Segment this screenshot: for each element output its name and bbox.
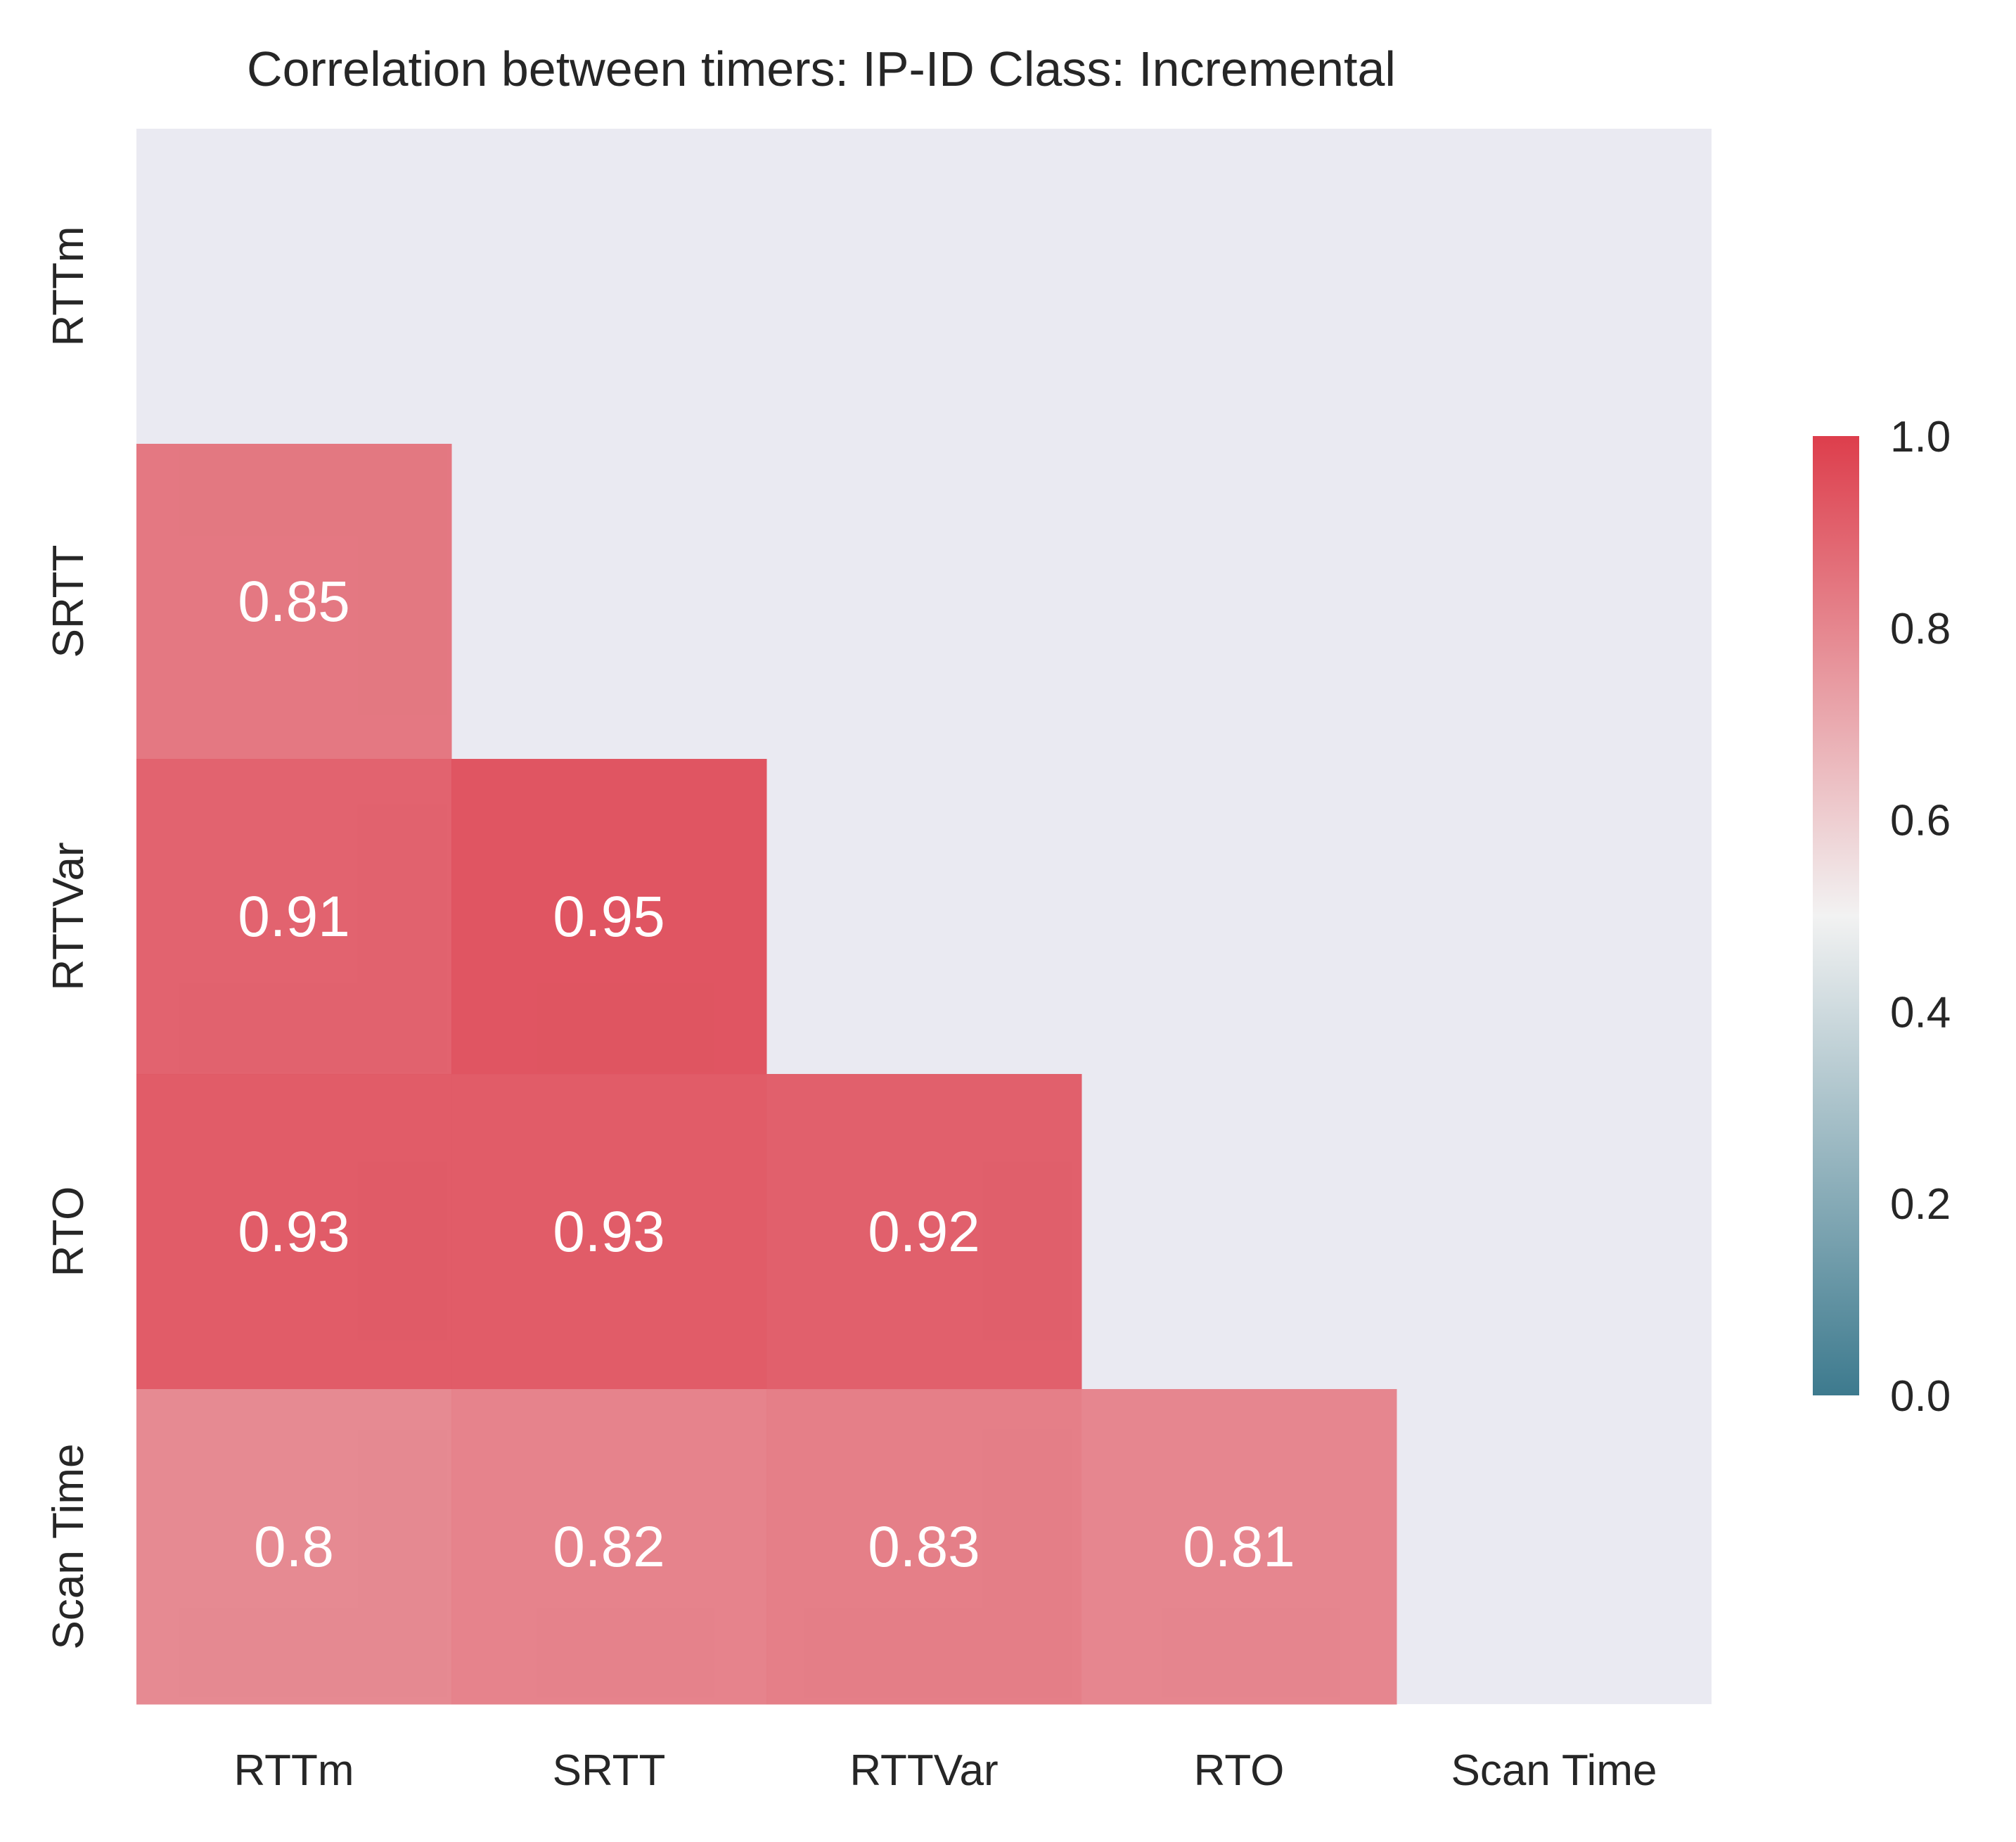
y-tick-label: Scan Time [44,1444,93,1650]
cell-annotation: 0.8 [254,1515,334,1579]
heatmap-cell [766,1389,1082,1705]
cell-annotation: 0.85 [238,570,350,634]
colorbar [1813,436,1859,1395]
cell-annotation: 0.93 [553,1200,665,1264]
heatmap-cell [136,444,452,760]
x-tick-label: RTTm [233,1746,354,1795]
heatmap-cell [766,1074,1082,1390]
colorbar-tick-labels: 0.0 0.2 0.4 0.6 0.8 1.0 [1890,413,1951,1421]
x-tick-label: RTTVar [849,1746,998,1795]
heatmap-cell [451,759,767,1075]
y-tick-label: SRTT [44,545,93,658]
heatmap-cell [451,1074,767,1390]
heatmap-cell [136,759,452,1075]
cell-annotation: 0.92 [868,1200,980,1264]
cell-annotation: 0.91 [238,885,350,949]
x-tick-label: SRTT [553,1746,666,1795]
colorbar-tick-label: 0.2 [1890,1180,1951,1229]
cell-annotation: 0.83 [868,1515,980,1579]
x-tick-label: Scan Time [1451,1746,1657,1795]
colorbar-tick-label: 0.8 [1890,605,1951,653]
heatmap-cells [136,444,1397,1705]
y-tick-label: RTO [44,1187,93,1277]
y-tick-label: RTTVar [44,842,93,990]
cell-annotation: 0.93 [238,1200,350,1264]
heatmap-cell [1081,1389,1397,1705]
colorbar-tick-label: 1.0 [1890,413,1951,461]
heatmap-cell [136,1074,452,1390]
heatmap-cell [136,1389,452,1705]
y-tick-label: RTTm [44,226,93,346]
colorbar-tick-label: 0.0 [1890,1372,1951,1421]
colorbar-tick-label: 0.4 [1890,988,1951,1037]
chart-title: Correlation between timers: IP-ID Class:… [247,41,1396,96]
cell-annotation: 0.82 [553,1515,665,1579]
heatmap-cell [451,1389,767,1705]
x-tick-label: RTO [1194,1746,1285,1795]
cell-annotation: 0.81 [1183,1515,1295,1579]
y-tick-labels: RTTm SRTT RTTVar RTO Scan Time [44,226,93,1649]
x-tick-labels: RTTm SRTT RTTVar RTO Scan Time [233,1746,1657,1795]
cell-annotations: 0.85 0.91 0.95 0.93 0.93 0.92 0.8 0.82 0.83 0.81 [238,570,1295,1579]
colorbar-tick-label: 0.6 [1890,797,1951,845]
cell-annotation: 0.95 [553,885,665,949]
